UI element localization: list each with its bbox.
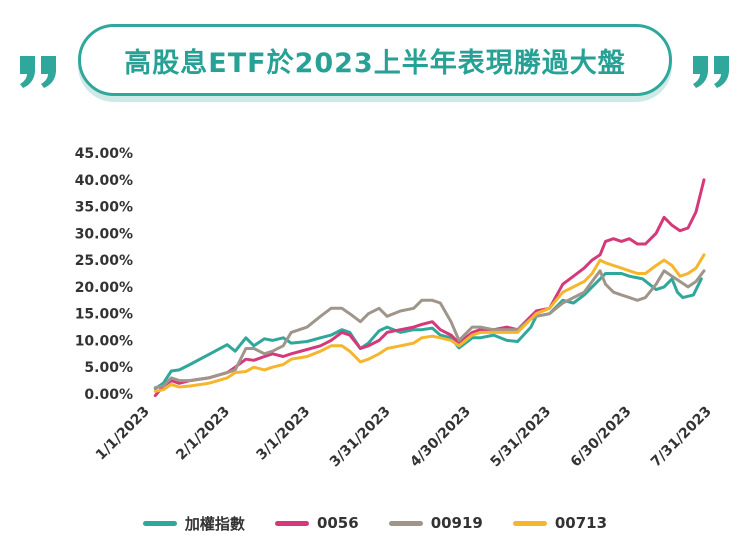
y-tick-label: 25.00% — [75, 253, 133, 269]
legend-swatch — [512, 520, 547, 526]
chart-legend: 加權指數 0056 00919 00713 — [0, 508, 750, 538]
title-banner: 高股息ETF於2023上半年表現勝過大盤 — [78, 24, 672, 96]
legend-item-taiex: 加權指數 — [142, 513, 245, 534]
legend-label: 00713 — [554, 514, 608, 532]
legend-swatch — [142, 520, 177, 526]
chart-title: 高股息ETF於2023上半年表現勝過大盤 — [124, 47, 626, 79]
x-tick-label: 3/1/2023 — [254, 404, 314, 464]
open-quote-icon — [20, 56, 56, 88]
series-line-3 — [153, 253, 706, 393]
legend-swatch — [274, 520, 309, 526]
x-tick-label: 2/1/2023 — [173, 404, 233, 464]
series-line-0 — [153, 272, 703, 391]
legend-item-0056: 0056 — [274, 514, 359, 532]
y-tick-label: 35.00% — [75, 200, 133, 216]
series-line-1 — [153, 178, 706, 398]
legend-label: 00919 — [430, 514, 483, 532]
x-tick-label: 4/30/2023 — [407, 404, 474, 471]
y-tick-label: 15.00% — [75, 307, 133, 323]
y-tick-label: 5.00% — [84, 360, 133, 376]
close-quote-icon — [693, 56, 729, 88]
legend-item-00919: 00919 — [388, 514, 483, 532]
y-tick-label: 45.00% — [75, 146, 133, 162]
legend-item-00713: 00713 — [512, 514, 608, 532]
legend-label: 0056 — [316, 514, 359, 532]
x-tick-label: 1/1/2023 — [93, 404, 153, 464]
y-tick-label: 40.00% — [75, 173, 133, 189]
y-tick-label: 20.00% — [75, 280, 133, 296]
x-tick-label: 3/31/2023 — [327, 404, 394, 471]
series-line-2 — [153, 269, 706, 390]
x-tick-label: 6/30/2023 — [568, 404, 635, 471]
x-tick-label: 5/31/2023 — [487, 404, 554, 471]
y-tick-label: 10.00% — [75, 333, 133, 349]
y-tick-label: 30.00% — [75, 226, 133, 242]
legend-swatch — [388, 520, 423, 526]
x-tick-label: 7/31/2023 — [648, 404, 715, 471]
y-tick-label: 0.00% — [84, 387, 133, 403]
legend-label: 加權指數 — [184, 514, 245, 533]
